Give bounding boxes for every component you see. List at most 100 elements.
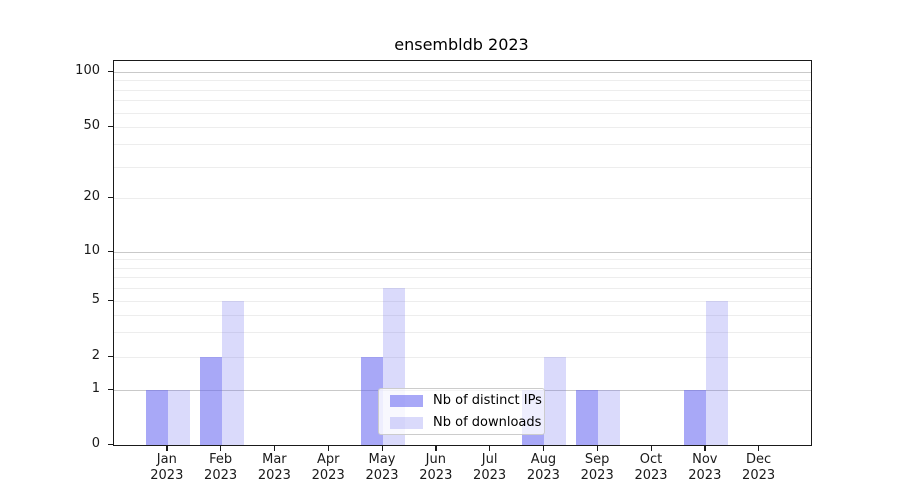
gridline-major-100: [114, 72, 811, 73]
y-tick-10: [108, 250, 113, 252]
gridline-minor-50: [114, 127, 811, 128]
x-tick-month-aug: Aug: [530, 452, 557, 467]
y-tick-label-2: 2: [91, 348, 100, 363]
x-tick-year-dec: 2023: [742, 468, 776, 483]
bar-nb-of-distinct-ips-nov: [683, 390, 706, 445]
x-tick-month-mar: Mar: [262, 452, 287, 467]
x-tick-year-feb: 2023: [204, 468, 238, 483]
legend: Nb of distinct IPs Nb of downloads: [378, 388, 545, 435]
x-tick-year-jan: 2023: [150, 468, 184, 483]
x-tick-year-oct: 2023: [634, 468, 668, 483]
gridline-minor-3: [114, 332, 811, 334]
x-tick-label-jan: Jan 2023: [135, 452, 199, 484]
legend-swatch-distinct-ips: [390, 394, 423, 407]
gridline-minor-4: [114, 314, 811, 316]
x-tick-month-oct: Oct: [639, 452, 663, 467]
x-tick-year-jul: 2023: [473, 468, 507, 483]
y-tick-label-5: 5: [91, 292, 100, 307]
gridline-minor-90: [114, 80, 811, 82]
gridline-minor-80: [114, 89, 811, 91]
x-tick-aug: [542, 445, 545, 451]
legend-item-distinct-ips: Nb of distinct IPs: [379, 390, 544, 411]
x-tick-month-may: May: [368, 452, 396, 467]
legend-swatch-downloads: [390, 416, 423, 429]
y-tick-1: [108, 388, 113, 390]
x-tick-dec: [758, 445, 760, 451]
y-tick-label-100: 100: [75, 63, 100, 78]
x-tick-label-apr: Apr 2023: [296, 452, 360, 484]
x-tick-month-feb: Feb: [209, 452, 233, 467]
x-tick-oct: [650, 445, 652, 451]
x-tick-label-dec: Dec 2023: [727, 452, 791, 484]
x-tick-year-aug: 2023: [526, 468, 560, 483]
x-tick-label-jun: Jun 2023: [404, 452, 468, 484]
x-tick-nov: [704, 445, 706, 451]
gridline-minor-6: [114, 288, 811, 290]
y-tick-20: [108, 196, 113, 198]
bar-nb-of-distinct-ips-sep: [576, 390, 599, 445]
x-tick-may: [381, 445, 383, 451]
x-tick-month-apr: Apr: [316, 452, 340, 467]
gridline-major-10: [114, 252, 811, 253]
bar-nb-of-distinct-ips-jan: [145, 390, 168, 445]
x-tick-month-jan: Jan: [156, 452, 177, 467]
chart-title: ensembldb 2023: [394, 35, 529, 54]
x-tick-month-sep: Sep: [584, 452, 610, 467]
gridline-minor-70: [114, 100, 811, 102]
x-tick-sep: [596, 445, 599, 451]
x-tick-label-feb: Feb 2023: [189, 452, 253, 484]
x-tick-year-apr: 2023: [311, 468, 345, 483]
x-tick-month-jul: Jul: [481, 452, 498, 467]
bar-nb-of-distinct-ips-may: [361, 357, 383, 445]
y-tick-100: [108, 70, 113, 72]
bar-nb-of-downloads-sep: [598, 390, 621, 445]
bar-nb-of-downloads-feb: [221, 301, 244, 445]
gridline-minor-60: [114, 112, 811, 114]
x-tick-apr: [327, 445, 330, 451]
y-tick-label-10: 10: [83, 243, 100, 258]
legend-item-downloads: Nb of downloads: [379, 412, 544, 433]
bar-nb-of-downloads-nov: [705, 301, 728, 445]
gridline-minor-5: [114, 301, 811, 302]
gridline-minor-8: [114, 267, 811, 269]
plot-area: [113, 60, 812, 446]
x-tick-label-nov: Nov 2023: [673, 452, 737, 484]
y-tick-label-0: 0: [91, 436, 100, 451]
y-tick-2: [108, 355, 113, 357]
bar-nb-of-distinct-ips-feb: [199, 357, 222, 445]
y-tick-5: [108, 299, 113, 301]
x-tick-month-dec: Dec: [746, 452, 772, 467]
x-tick-label-oct: Oct 2023: [619, 452, 683, 484]
bar-nb-of-downloads-aug: [544, 357, 567, 445]
x-tick-year-nov: 2023: [688, 468, 722, 483]
y-tick-label-1: 1: [91, 381, 100, 396]
gridline-minor-40: [114, 144, 811, 146]
x-tick-label-sep: Sep 2023: [565, 452, 629, 484]
x-tick-label-jul: Jul 2023: [458, 452, 522, 484]
x-tick-feb: [220, 445, 222, 451]
bar-nb-of-downloads-jan: [167, 390, 190, 445]
x-tick-jun: [435, 445, 437, 451]
x-tick-label-aug: Aug 2023: [511, 452, 575, 484]
x-tick-label-may: May 2023: [350, 452, 414, 484]
legend-label-distinct-ips: Nb of distinct IPs: [433, 393, 542, 408]
x-tick-year-mar: 2023: [257, 468, 291, 483]
x-tick-month-jun: Jun: [425, 452, 446, 467]
x-tick-label-mar: Mar 2023: [242, 452, 306, 484]
gridline-minor-20: [114, 198, 811, 199]
x-tick-month-nov: Nov: [692, 452, 718, 467]
y-tick-0: [108, 443, 113, 445]
legend-label-downloads: Nb of downloads: [433, 415, 542, 430]
gridline-minor-2: [114, 357, 811, 358]
x-tick-jan: [166, 445, 168, 451]
gridline-minor-7: [114, 277, 811, 279]
y-tick-label-50: 50: [83, 118, 100, 133]
x-tick-year-sep: 2023: [580, 468, 614, 483]
x-tick-year-may: 2023: [365, 468, 399, 483]
gridline-minor-30: [114, 166, 811, 168]
y-tick-label-20: 20: [83, 189, 100, 204]
x-tick-year-jun: 2023: [419, 468, 453, 483]
gridline-minor-9: [114, 259, 811, 261]
x-tick-jul: [489, 445, 491, 451]
